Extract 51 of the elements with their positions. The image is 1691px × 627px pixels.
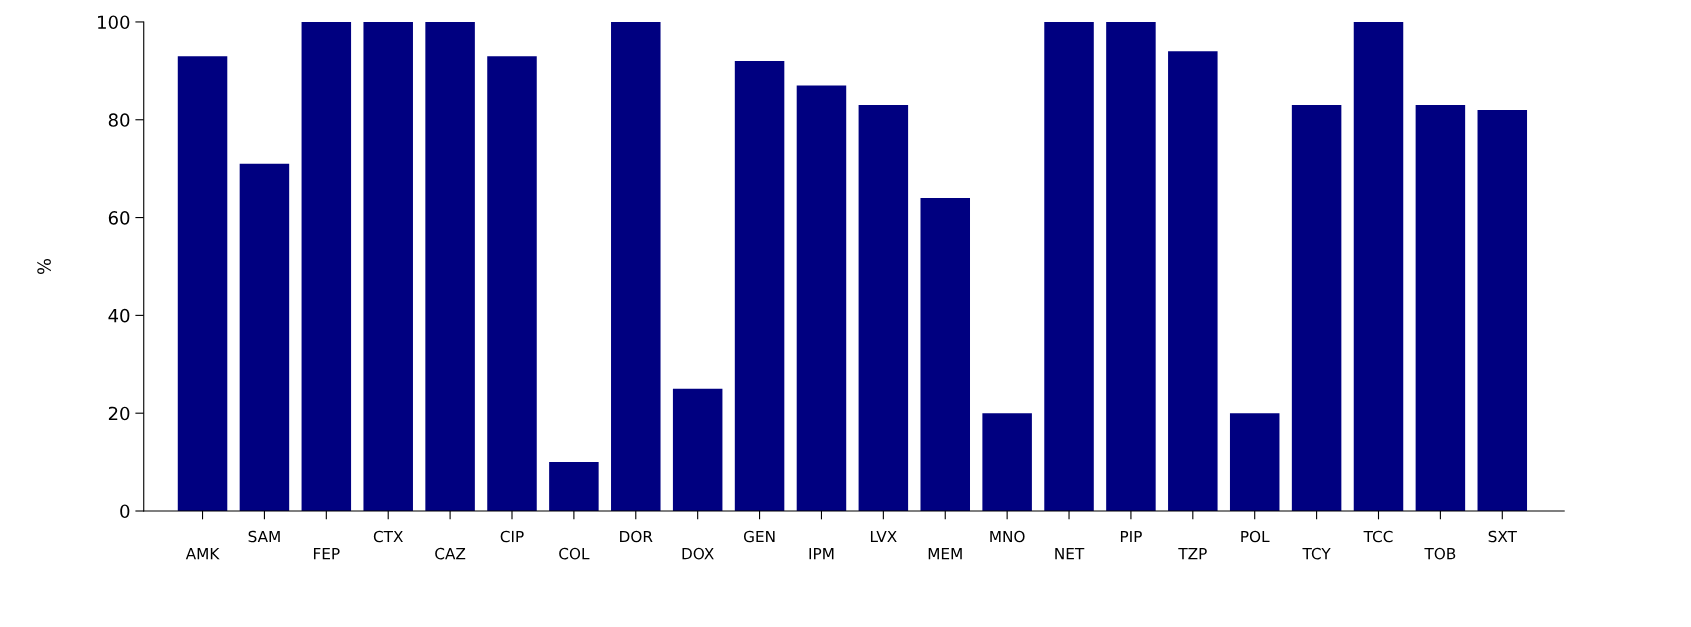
y-tick-label: 0: [120, 504, 130, 519]
x-tick-label: SAM: [248, 530, 280, 543]
bar: [1291, 105, 1342, 511]
bar: [363, 21, 413, 511]
bar: [982, 413, 1032, 511]
y-tick-label: 80: [108, 113, 130, 127]
x-tick-label: COL: [559, 547, 590, 560]
bar: [425, 21, 475, 511]
x-tick-label: TCC: [1363, 530, 1393, 543]
x-tick-label: MNO: [990, 530, 1025, 543]
bar: [672, 388, 723, 511]
bar: [1229, 413, 1280, 511]
y-tick-label: 20: [108, 406, 130, 421]
bar: [239, 163, 290, 511]
x-tick-label: SXT: [1488, 530, 1517, 543]
x-tick-label: PIP: [1120, 530, 1142, 543]
bar: [1415, 105, 1466, 511]
x-tick-label: TZP: [1178, 548, 1207, 560]
x-tick-label: TOB: [1424, 547, 1456, 560]
bar: [1477, 109, 1528, 511]
bar: [611, 21, 661, 511]
y-tick-label: 60: [108, 211, 130, 225]
bar: [487, 56, 537, 511]
y-tick-label: 100: [98, 15, 130, 30]
y-tick-label: 40: [108, 308, 130, 323]
x-tick-label: GEN: [743, 530, 775, 543]
bar: [920, 198, 970, 511]
x-tick-label: IPM: [809, 548, 834, 560]
x-tick-label: FEP: [313, 548, 340, 560]
bar: [796, 85, 847, 511]
x-tick-label: CIP: [500, 530, 524, 543]
x-tick-label: TCY: [1302, 547, 1331, 560]
x-tick-label: CTX: [373, 530, 403, 543]
bar: [1168, 51, 1218, 511]
x-tick-label: NET: [1055, 548, 1085, 560]
x-tick-label: POL: [1241, 530, 1270, 543]
bar: [301, 21, 352, 511]
x-tick-label: AMK: [185, 548, 220, 560]
x-tick-label: DOX: [682, 547, 714, 560]
bar: [1353, 21, 1404, 511]
bar: [1106, 21, 1156, 511]
x-tick-label: DOR: [620, 530, 653, 543]
x-tick-label: LVX: [870, 530, 897, 543]
x-tick-label: MEM: [928, 548, 962, 560]
bar: [1044, 21, 1094, 511]
bar: [734, 61, 785, 511]
x-tick-label: CAZ: [435, 547, 466, 560]
y-axis-title: %: [37, 258, 51, 275]
bar: [177, 56, 228, 511]
bar: [858, 105, 909, 511]
bar: [549, 462, 599, 511]
